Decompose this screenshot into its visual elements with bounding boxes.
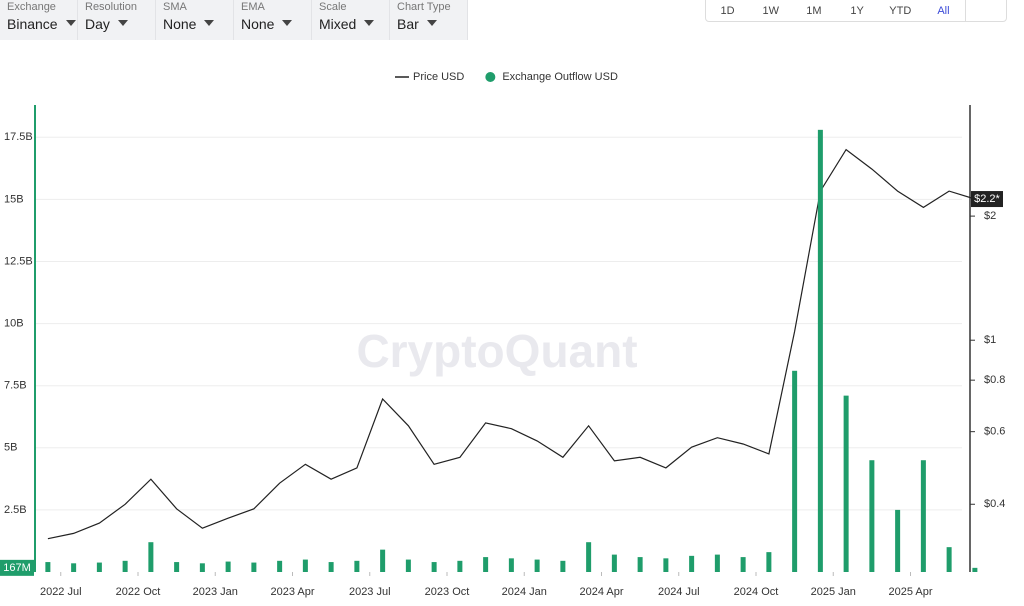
bar	[792, 370, 798, 572]
bar	[405, 559, 411, 572]
x-tick-label: 2024 Apr	[579, 586, 623, 598]
toolbar: Exchange Binance Resolution Day SMA None EMA No…	[0, 0, 468, 40]
dropdown[interactable]: Chart Type Bar	[390, 0, 468, 40]
y2-tick-label: $0.8	[984, 374, 1005, 386]
value-label: 167M	[3, 562, 31, 574]
bar	[277, 560, 283, 572]
bar	[740, 557, 746, 572]
bar	[689, 555, 695, 572]
range-button[interactable]: YTD	[889, 5, 912, 17]
range-button[interactable]: 1Y	[850, 5, 864, 17]
dropdown-value: None	[241, 16, 311, 32]
bar	[96, 562, 102, 572]
bar	[199, 563, 205, 572]
y2-tick-label: $0.6	[984, 426, 1005, 438]
dropdown[interactable]: Exchange Binance	[0, 0, 78, 40]
calendar-button[interactable]	[965, 0, 1006, 21]
watermark: CryptoQuant	[356, 325, 637, 377]
x-tick-label: 2024 Jan	[502, 586, 547, 598]
bar	[508, 558, 514, 572]
bar	[431, 562, 437, 572]
range-selector: 1D 1W 1M 1Y YTD All	[705, 0, 1007, 22]
y-tick-label: 5B	[4, 442, 17, 454]
bar	[895, 509, 901, 572]
legend-label: Price USD	[413, 71, 464, 83]
bar	[817, 129, 823, 572]
bar	[251, 562, 257, 572]
bar	[328, 562, 334, 572]
y-tick-label: 12.5B	[4, 255, 33, 267]
bar	[148, 542, 154, 572]
bar	[457, 560, 463, 572]
range-button[interactable]: 1M	[806, 5, 822, 17]
value-badge	[0, 559, 34, 576]
dropdown-value: Binance	[7, 16, 77, 32]
bar	[843, 395, 849, 572]
dropdown-value: Bar	[397, 16, 467, 32]
bar	[302, 559, 308, 572]
dropdown[interactable]: Resolution Day	[78, 0, 156, 40]
bar	[45, 562, 51, 572]
bar	[663, 558, 669, 572]
y2-tick-label: $0.4	[984, 498, 1005, 510]
value-label: $2.2*	[974, 193, 1000, 205]
range-button[interactable]: 1W	[762, 5, 780, 17]
bar	[225, 561, 231, 572]
bar	[174, 562, 180, 572]
bar	[534, 559, 540, 572]
y2-tick-label: $2	[984, 210, 996, 222]
bar	[766, 552, 772, 572]
bar	[354, 560, 360, 572]
bar	[946, 547, 952, 572]
dropdown-label: Scale	[319, 1, 347, 13]
bar	[611, 554, 617, 572]
x-tick-label: 2025 Apr	[888, 586, 932, 598]
legend-label: Exchange Outflow USD	[502, 71, 618, 83]
x-tick-label: 2023 Oct	[425, 586, 470, 598]
bar	[869, 460, 875, 572]
dropdown-label: Chart Type	[397, 1, 451, 13]
y-tick-label: 10B	[4, 318, 24, 330]
x-tick-label: 2024 Oct	[734, 586, 779, 598]
bar	[714, 554, 720, 572]
dropdown-value: None	[163, 16, 233, 32]
x-tick-label: 2023 Jan	[193, 586, 238, 598]
range-button[interactable]: 1D	[720, 5, 735, 17]
x-tick-label: 2022 Oct	[116, 586, 161, 598]
dropdown-value: Mixed	[319, 16, 389, 32]
bar	[972, 567, 978, 572]
dropdown[interactable]: Scale Mixed	[312, 0, 390, 40]
bar	[560, 560, 566, 572]
bar	[71, 563, 77, 572]
y-tick-label: 7.5B	[4, 380, 27, 392]
dropdown-value: Day	[85, 16, 155, 32]
dropdown[interactable]: SMA None	[156, 0, 234, 40]
dropdown-label: EMA	[241, 1, 265, 13]
x-tick-label: 2025 Jan	[811, 586, 856, 598]
bar	[586, 542, 592, 572]
y-tick-label: 2.5B	[4, 504, 27, 516]
x-tick-label: 2023 Jul	[349, 586, 391, 598]
bar	[920, 460, 926, 572]
bar	[483, 557, 489, 572]
legend-dot	[485, 72, 496, 82]
range-button[interactable]: All	[937, 5, 950, 17]
dropdown-label: Exchange	[7, 1, 56, 13]
bar	[380, 549, 386, 572]
value-badge	[971, 191, 1003, 208]
y2-tick-label: $1	[984, 334, 996, 346]
y-tick-label: 15B	[4, 193, 24, 205]
x-tick-label: 2022 Jul	[40, 586, 82, 598]
x-tick-label: 2024 Jul	[658, 586, 700, 598]
bar	[122, 560, 128, 572]
dropdown-label: Resolution	[85, 1, 137, 13]
dropdown[interactable]: EMA None	[234, 0, 312, 40]
x-tick-label: 2023 Apr	[270, 586, 314, 598]
dropdown-label: SMA	[163, 1, 187, 13]
y-tick-label: 17.5B	[4, 131, 33, 143]
bar	[637, 557, 643, 572]
